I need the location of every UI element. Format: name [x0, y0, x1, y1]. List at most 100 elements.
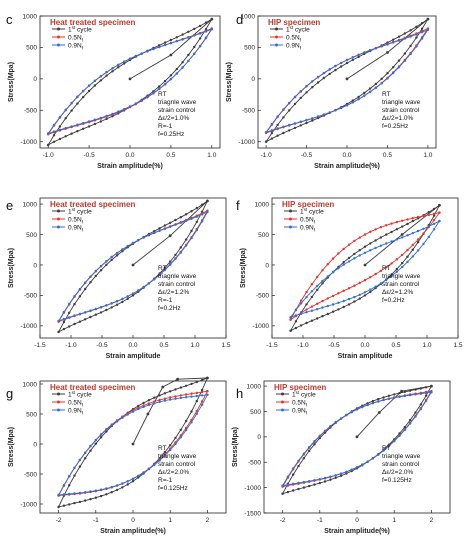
data-point: [363, 94, 366, 98]
y-axis-label: Stress(Mpa): [8, 248, 15, 288]
data-point: [198, 32, 202, 35]
data-point: [416, 240, 420, 244]
data-point: [70, 101, 73, 105]
annotation-line: Δε/2=2.0%: [158, 469, 189, 476]
data-point: [288, 123, 291, 127]
data-point: [174, 395, 177, 398]
x-axis-label: Strain amplitude(%): [97, 163, 163, 170]
data-point: [361, 463, 364, 466]
data-point: [351, 56, 354, 59]
data-point: [175, 67, 178, 71]
data-point: [385, 278, 388, 282]
y-tick-label: 1000: [241, 13, 256, 20]
data-point: [408, 394, 412, 397]
data-point: [73, 501, 76, 505]
data-point: [403, 59, 406, 62]
data-point: [387, 397, 391, 401]
y-tick-label: -500: [24, 471, 37, 478]
data-point: [163, 454, 167, 457]
annotation-line: RT: [158, 265, 167, 272]
data-point: [204, 30, 208, 33]
data-point: [140, 52, 143, 55]
data-point: [420, 27, 424, 30]
data-point: [94, 489, 98, 492]
data-point: [195, 409, 198, 413]
data-point: [308, 480, 311, 483]
data-point: [411, 217, 414, 220]
data-point: [371, 399, 375, 403]
legend-entry-sub: f: [82, 410, 84, 415]
data-point: [406, 222, 409, 226]
data-point: [374, 228, 377, 231]
data-point: [163, 268, 167, 272]
y-tick-label: 0: [257, 434, 261, 441]
data-point: [153, 400, 156, 403]
data-point: [73, 322, 76, 326]
data-point: [123, 60, 126, 63]
data-point: [379, 236, 383, 239]
legend-entry-sup: st: [72, 390, 76, 395]
data-point: [334, 109, 337, 112]
chart-title: HIP specimen: [274, 383, 326, 392]
data-point: [187, 30, 190, 33]
data-point: [184, 393, 188, 396]
chart-panel-e: e Heat treated specimen -1.5 -1.0 -0.5 0.0 0.5…: [6, 197, 231, 360]
data-point: [99, 75, 103, 78]
legend-entry-base: 1: [68, 26, 72, 33]
data-point: [305, 321, 308, 325]
x-tick-label: -1.0: [260, 152, 272, 159]
data-point: [328, 68, 331, 71]
data-point: [308, 446, 311, 449]
data-point: [137, 474, 140, 478]
data-point: [152, 91, 155, 95]
data-point: [321, 315, 324, 318]
chart-title: Heat treated specimen: [50, 383, 135, 392]
data-point: [270, 122, 274, 126]
data-point: [169, 42, 173, 45]
data-point: [366, 460, 369, 463]
data-point: [121, 250, 124, 253]
y-tick-label: -500: [24, 293, 37, 300]
data-point: [395, 238, 399, 241]
chart-panel-d: d HIP specimen -1.0 -0.5 0.0 0.5 1.0 -1000 -500 0…: [226, 12, 437, 170]
legend-swatch-marker: [57, 209, 60, 213]
data-point: [131, 477, 135, 480]
data-point: [337, 267, 340, 270]
data-point: [379, 226, 383, 229]
data-point: [158, 85, 161, 88]
x-tick-label: -1.0: [297, 342, 309, 349]
data-point: [424, 399, 428, 403]
data-point: [321, 269, 324, 272]
data-point: [200, 220, 204, 223]
data-point: [361, 405, 364, 409]
data-point: [331, 257, 335, 260]
data-point: [76, 95, 79, 98]
data-point: [78, 500, 82, 504]
legend-entry: 0.5Nf: [68, 216, 84, 224]
y-tick-label: -500: [248, 460, 261, 467]
chart-title: Heat treated specimen: [50, 200, 135, 209]
data-point: [158, 459, 161, 462]
data-point: [363, 251, 367, 254]
data-point: [411, 232, 414, 235]
data-point: [416, 249, 420, 252]
data-point: [115, 484, 119, 487]
data-point: [93, 118, 97, 121]
data-point: [353, 252, 356, 256]
legend-swatch-marker: [57, 392, 60, 396]
legend-entry: 1st cycle: [68, 25, 92, 34]
data-point: [292, 473, 295, 476]
data-point: [390, 222, 393, 225]
data-point: [200, 403, 204, 406]
data-point: [310, 290, 314, 293]
data-point: [322, 113, 326, 116]
data-point: [115, 488, 119, 492]
legend-entry-base: 1: [68, 208, 72, 215]
data-point: [371, 402, 375, 405]
data-point: [339, 474, 343, 477]
annotation-line: triangle wave: [382, 99, 421, 106]
legend-swatch-marker: [275, 35, 278, 39]
legend-entry-sub: f: [300, 37, 302, 42]
data-point: [400, 233, 404, 236]
legend-entry: 0.9Nf: [286, 42, 302, 50]
